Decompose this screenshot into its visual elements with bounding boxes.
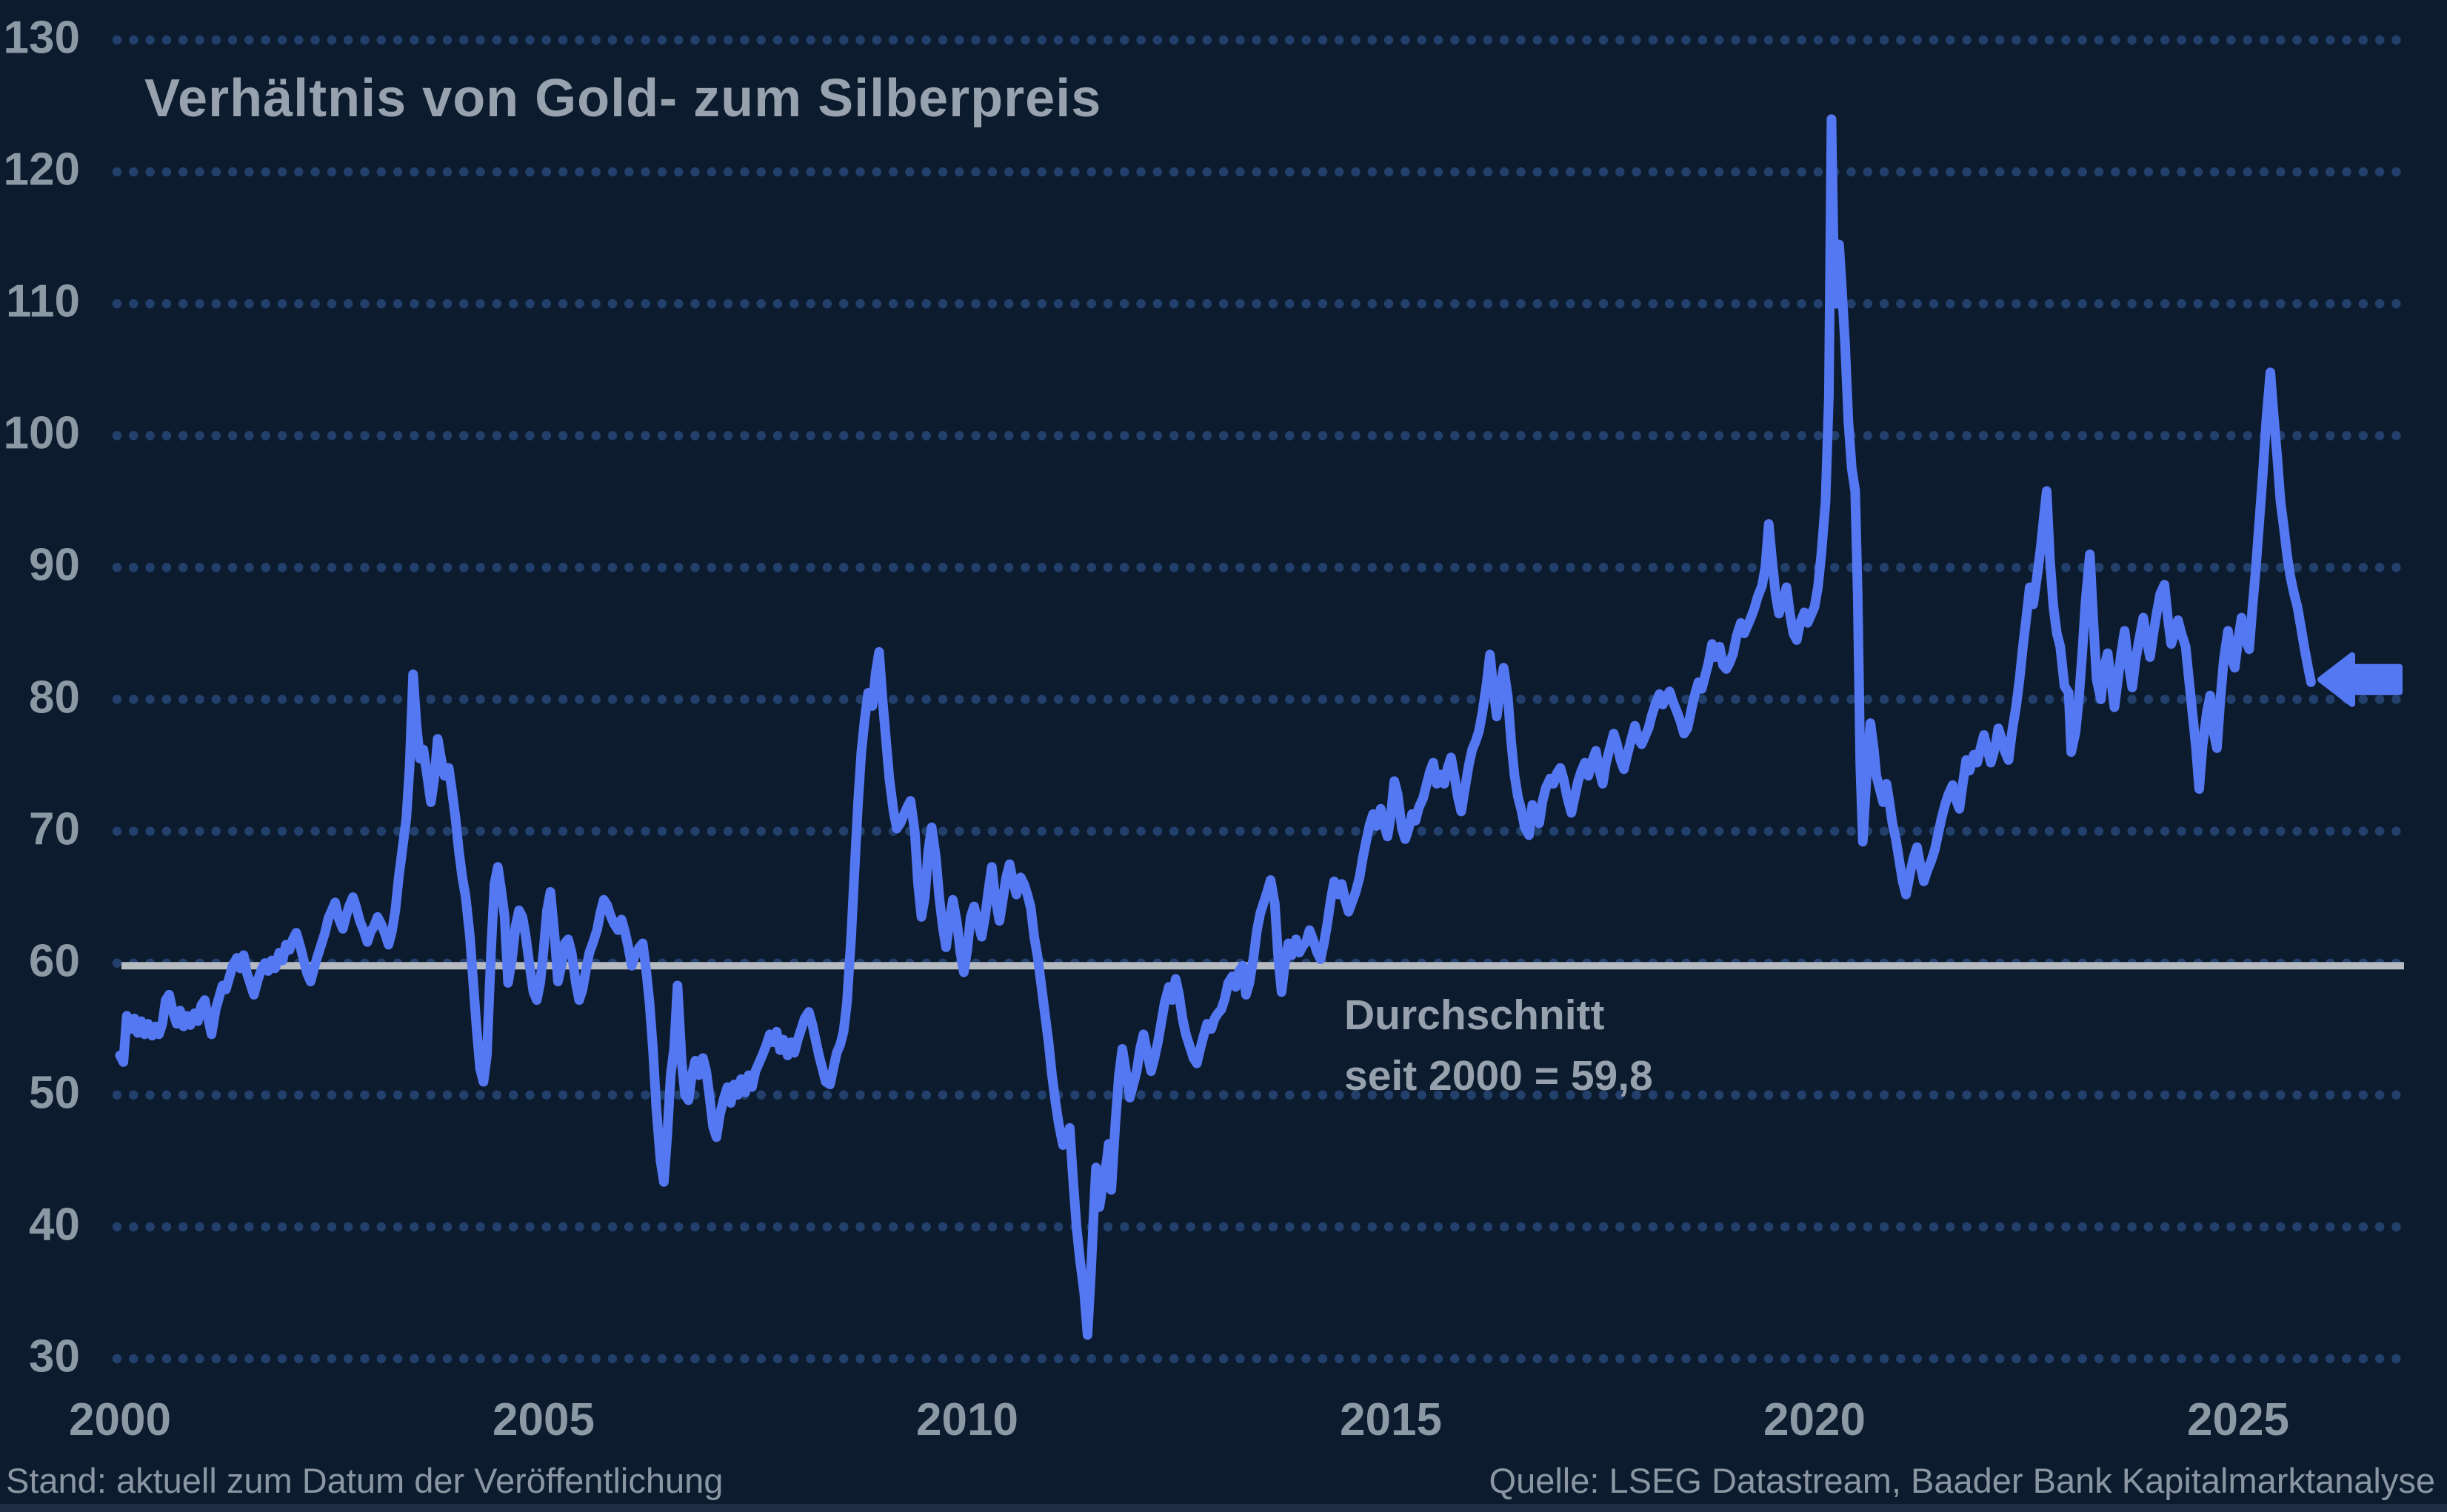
x-axis-tick-label-2020: 2020 — [1763, 1394, 1866, 1445]
window-bottom-edge — [0, 1504, 2447, 1512]
average-annotation-line2: seit 2000 = 59,8 — [1344, 1052, 1653, 1100]
y-axis-tick-label-50: 50 — [29, 1067, 80, 1119]
y-axis-tick-label-40: 40 — [29, 1199, 80, 1251]
y-axis-tick-label-30: 30 — [29, 1331, 80, 1382]
average-annotation-line1: Durchschnitt — [1344, 991, 1605, 1039]
y-axis-tick-label-120: 120 — [3, 144, 80, 195]
x-axis-tick-label-2025: 2025 — [2187, 1394, 2289, 1445]
average-annotation: Durchschnitt seit 2000 = 59,8 — [1344, 985, 1653, 1106]
y-axis-tick-label-90: 90 — [29, 540, 80, 592]
y-axis-tick-label-100: 100 — [3, 407, 80, 459]
x-axis-tick-label-2010: 2010 — [916, 1394, 1018, 1445]
latest-value-arrow-icon — [2317, 652, 2403, 707]
y-axis-tick-label-70: 70 — [29, 803, 80, 855]
x-axis-tick-label-2000: 2000 — [69, 1394, 171, 1445]
x-axis-tick-label-2005: 2005 — [493, 1394, 595, 1445]
x-axis-tick-label-2015: 2015 — [1340, 1394, 1442, 1445]
chart-title: Verhältnis von Gold- zum Silberpreis — [144, 69, 1102, 128]
y-axis-tick-label-80: 80 — [29, 672, 80, 723]
footer-source-note: Quelle: LSEG Datastream, Baader Bank Kap… — [1489, 1461, 2435, 1500]
footer-status-note: Stand: aktuell zum Datum der Veröffentli… — [6, 1461, 724, 1500]
ratio-line-series — [115, 114, 2316, 1340]
y-axis-tick-label-60: 60 — [29, 935, 80, 987]
y-axis-tick-label-130: 130 — [3, 12, 80, 64]
y-axis-tick-label-110: 110 — [5, 275, 80, 327]
